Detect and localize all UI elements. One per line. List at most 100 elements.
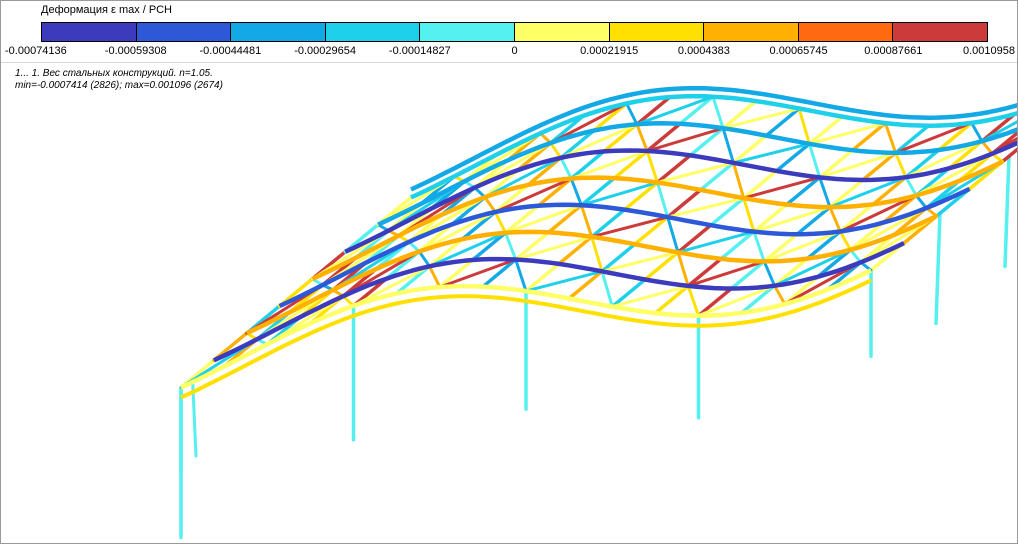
structure-member — [579, 203, 594, 239]
structure-member — [797, 107, 811, 146]
structure-member — [600, 269, 614, 309]
legend-tick-label: 0 — [511, 45, 518, 57]
structure-member — [590, 215, 670, 239]
structure-member — [688, 126, 725, 158]
structure-member — [645, 126, 725, 153]
structure-member — [483, 195, 497, 214]
legend-swatch — [704, 23, 799, 41]
structure-member — [764, 106, 801, 138]
structure-member — [990, 136, 1017, 156]
structure-chord — [410, 85, 1017, 192]
structure-member — [828, 175, 908, 209]
structure-member — [795, 205, 832, 236]
structure-member — [483, 156, 563, 199]
structure-member — [894, 121, 974, 155]
structure-member — [645, 122, 682, 153]
structure-member — [481, 257, 518, 289]
structure-member — [1000, 147, 1017, 164]
legend-tick-label: 0.0004383 — [677, 45, 730, 57]
legend-swatch — [325, 23, 421, 41]
legend-swatch — [42, 23, 137, 41]
structure-member — [772, 256, 810, 288]
structure-member — [828, 205, 842, 233]
structure-member — [774, 142, 812, 173]
structure-member — [828, 178, 865, 209]
legend-swatch — [893, 23, 987, 41]
structure-member — [557, 235, 594, 266]
structure-member — [428, 264, 442, 289]
legend-swatch — [420, 23, 515, 41]
structure-member — [428, 231, 507, 268]
structure-member — [805, 229, 842, 261]
structure-member — [871, 175, 908, 207]
structure-member — [849, 248, 863, 264]
load-case-info: 1... 1. Вес стальных конструкций. n=1.05… — [15, 68, 223, 92]
structure-member — [807, 114, 845, 146]
legend-tick-label: 0.00087661 — [864, 45, 923, 57]
structure-member — [721, 99, 758, 130]
structure-chord — [245, 213, 938, 336]
structure-member — [569, 177, 583, 207]
structure-member — [676, 250, 690, 288]
legend-tick-label: -0.00044481 — [199, 45, 262, 57]
legend-tick-label: 0.00021915 — [580, 45, 639, 57]
structure-member — [665, 188, 703, 219]
structure-member — [893, 123, 931, 155]
structure-member — [729, 259, 766, 291]
structure-member — [504, 203, 583, 235]
structure-member — [678, 94, 715, 126]
structure-member — [719, 229, 756, 261]
structure-member — [438, 258, 518, 289]
structure-member — [815, 248, 853, 279]
color-scale-bar — [41, 22, 988, 42]
structure-member — [904, 148, 941, 179]
structure-member — [904, 139, 984, 179]
structure-member — [739, 283, 777, 315]
structure-member — [881, 193, 918, 225]
structure-member — [752, 202, 789, 234]
structure-member — [666, 196, 746, 219]
structure-member — [861, 151, 898, 182]
structure-member — [633, 215, 670, 246]
structure-member — [635, 95, 715, 126]
structure-member — [602, 122, 639, 154]
structure-member — [838, 230, 852, 252]
structure-member — [742, 196, 756, 234]
structure-member — [559, 122, 639, 160]
structure-member — [894, 151, 908, 179]
structure-member — [610, 284, 690, 309]
structure-member — [773, 284, 787, 306]
structure-member — [934, 211, 942, 326]
structure-member — [731, 161, 746, 200]
structure-member — [635, 122, 649, 153]
structure-member — [838, 194, 918, 233]
legend-swatch — [231, 23, 326, 41]
structure-member — [643, 250, 680, 282]
structure-member — [752, 205, 832, 234]
structure-member — [559, 156, 573, 181]
structure-member — [600, 242, 637, 274]
structure-member — [612, 149, 649, 180]
structure-member — [427, 237, 465, 269]
structure-member — [655, 161, 735, 184]
structure-member — [698, 161, 736, 192]
structure-member — [807, 121, 887, 146]
legend-tick-label: 0.00065745 — [769, 45, 828, 57]
structure-member — [721, 107, 801, 130]
structure-member — [438, 258, 475, 289]
structure-member — [937, 121, 974, 152]
structure-member — [818, 151, 898, 179]
structure-member — [980, 120, 1017, 143]
structure-member — [579, 181, 659, 207]
structure-member — [579, 176, 617, 207]
structure-member — [752, 230, 766, 263]
structure-member — [676, 230, 756, 254]
structure-member — [569, 149, 649, 181]
structure-member — [709, 196, 746, 227]
structure-chord — [344, 140, 1017, 254]
structure-member — [635, 95, 672, 127]
legend-title: Деформация ε max / РСН — [41, 4, 173, 16]
structure-member — [503, 203, 541, 235]
